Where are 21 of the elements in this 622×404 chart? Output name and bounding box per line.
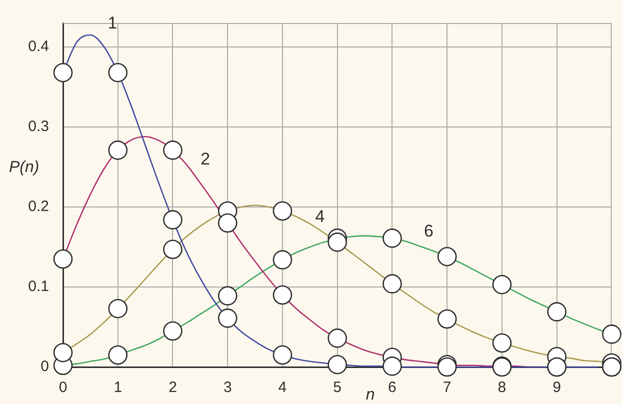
series-label: 1 [108, 14, 118, 33]
x-tick-label: 3 [223, 379, 232, 396]
y-tick-label: 0.2 [28, 198, 49, 216]
y-tick-label: 0 [40, 358, 49, 376]
series-label: 4 [315, 207, 325, 226]
x-tick-label: 9 [552, 379, 561, 396]
x-tick-label: 2 [168, 379, 177, 396]
x-tick-label: 0 [58, 379, 68, 396]
y-tick-label: 0.3 [28, 118, 49, 136]
x-tick-label: 8 [498, 379, 506, 396]
x-tick-label: 4 [278, 379, 287, 396]
x-tick-label: 6 [388, 379, 396, 396]
x-tick-label: 5 [333, 379, 342, 396]
series-label: 6 [424, 221, 434, 240]
y-axis-title: P(n) [9, 158, 40, 176]
x-tick-label: 1 [114, 379, 122, 396]
x-tick-label: 7 [442, 379, 452, 396]
series-label: 2 [200, 149, 210, 168]
x-axis-title: n [366, 386, 375, 404]
y-tick-label: 0.1 [28, 278, 49, 296]
y-tick-label: 0.4 [28, 38, 49, 56]
